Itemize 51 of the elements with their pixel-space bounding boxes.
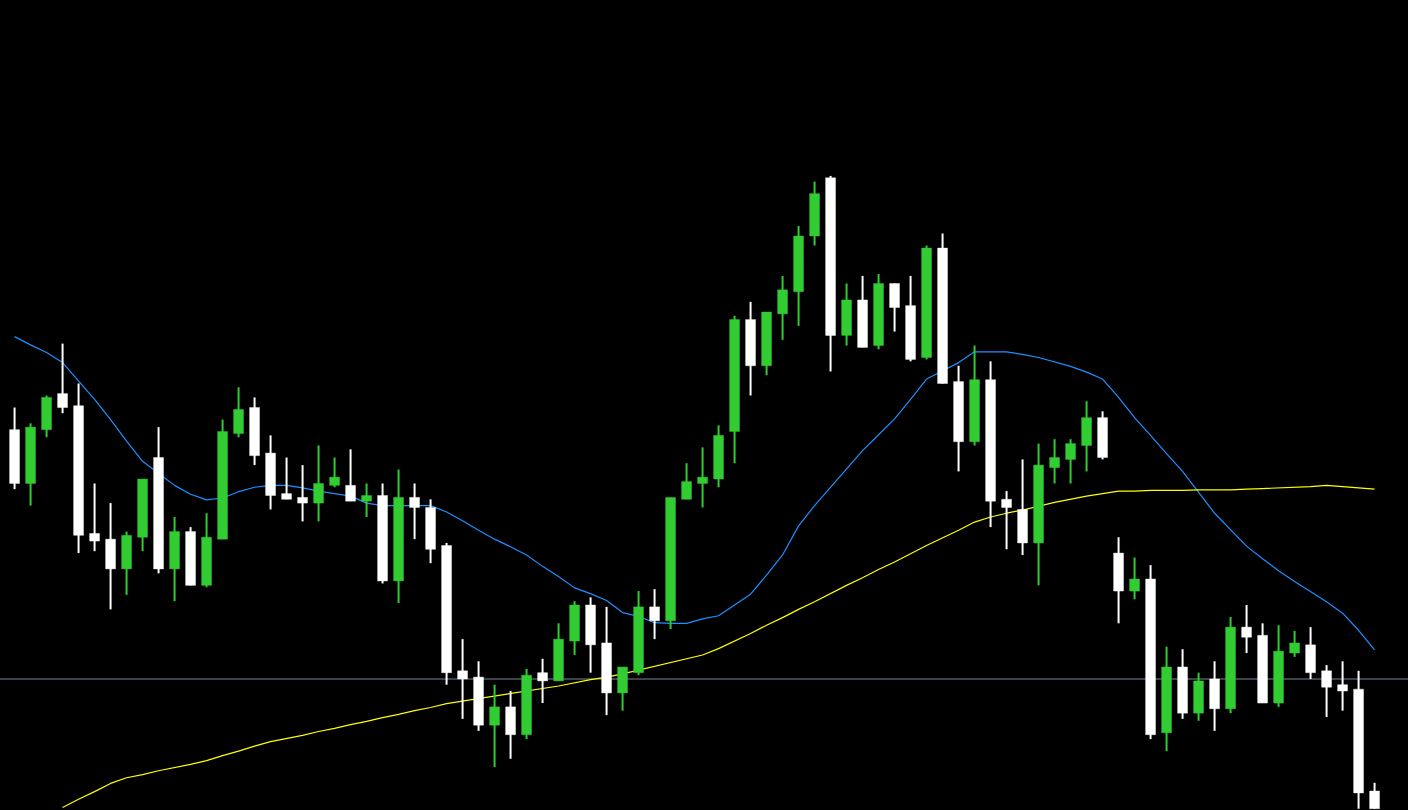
candlestick	[297, 464, 308, 523]
candlestick	[809, 180, 820, 247]
candlestick	[329, 456, 340, 489]
candlestick	[361, 482, 372, 519]
candlestick	[553, 622, 564, 682]
candlestick	[713, 424, 724, 489]
candlestick	[889, 282, 900, 333]
candlestick	[617, 665, 628, 712]
candlestick	[1305, 626, 1316, 681]
candlestick	[1321, 664, 1332, 718]
candlestick	[569, 600, 580, 656]
candlestick	[409, 482, 420, 541]
candlestick	[857, 274, 868, 349]
candlestick	[41, 394, 52, 439]
candlestick	[1209, 660, 1220, 732]
candlestick	[1049, 438, 1060, 485]
candlestick	[105, 502, 116, 611]
candlestick	[1001, 490, 1012, 551]
candlestick	[585, 596, 596, 674]
candlestick	[1241, 603, 1252, 655]
candlestick	[1017, 458, 1028, 556]
candlestick	[1065, 438, 1076, 485]
candlestick	[425, 498, 436, 565]
candlestick	[457, 638, 468, 720]
candlestick	[1369, 781, 1380, 810]
candlestick	[681, 462, 692, 501]
candlestick	[57, 342, 68, 415]
candlestick	[1289, 629, 1300, 658]
candlestick	[841, 282, 852, 347]
candlestick	[777, 274, 788, 341]
candlestick	[1177, 648, 1188, 720]
candlestick	[1097, 410, 1108, 461]
candlestick	[537, 657, 548, 705]
candlestick	[649, 588, 660, 641]
candlestick	[345, 448, 356, 503]
candlestick	[89, 482, 100, 553]
candlestick	[505, 690, 516, 760]
candlestick	[745, 300, 756, 397]
candlestick	[121, 530, 132, 596]
candlestick	[1113, 536, 1124, 625]
candlestick	[1081, 400, 1092, 473]
candlestick	[169, 516, 180, 603]
candlestick	[1129, 556, 1140, 601]
candlestick	[233, 386, 244, 439]
candlestick	[1193, 671, 1204, 722]
candlestick	[1337, 660, 1348, 712]
candlestick	[313, 444, 324, 523]
candlestick	[281, 456, 292, 501]
candlestick	[265, 434, 276, 511]
candlestick	[489, 683, 500, 768]
candlestick	[697, 446, 708, 509]
